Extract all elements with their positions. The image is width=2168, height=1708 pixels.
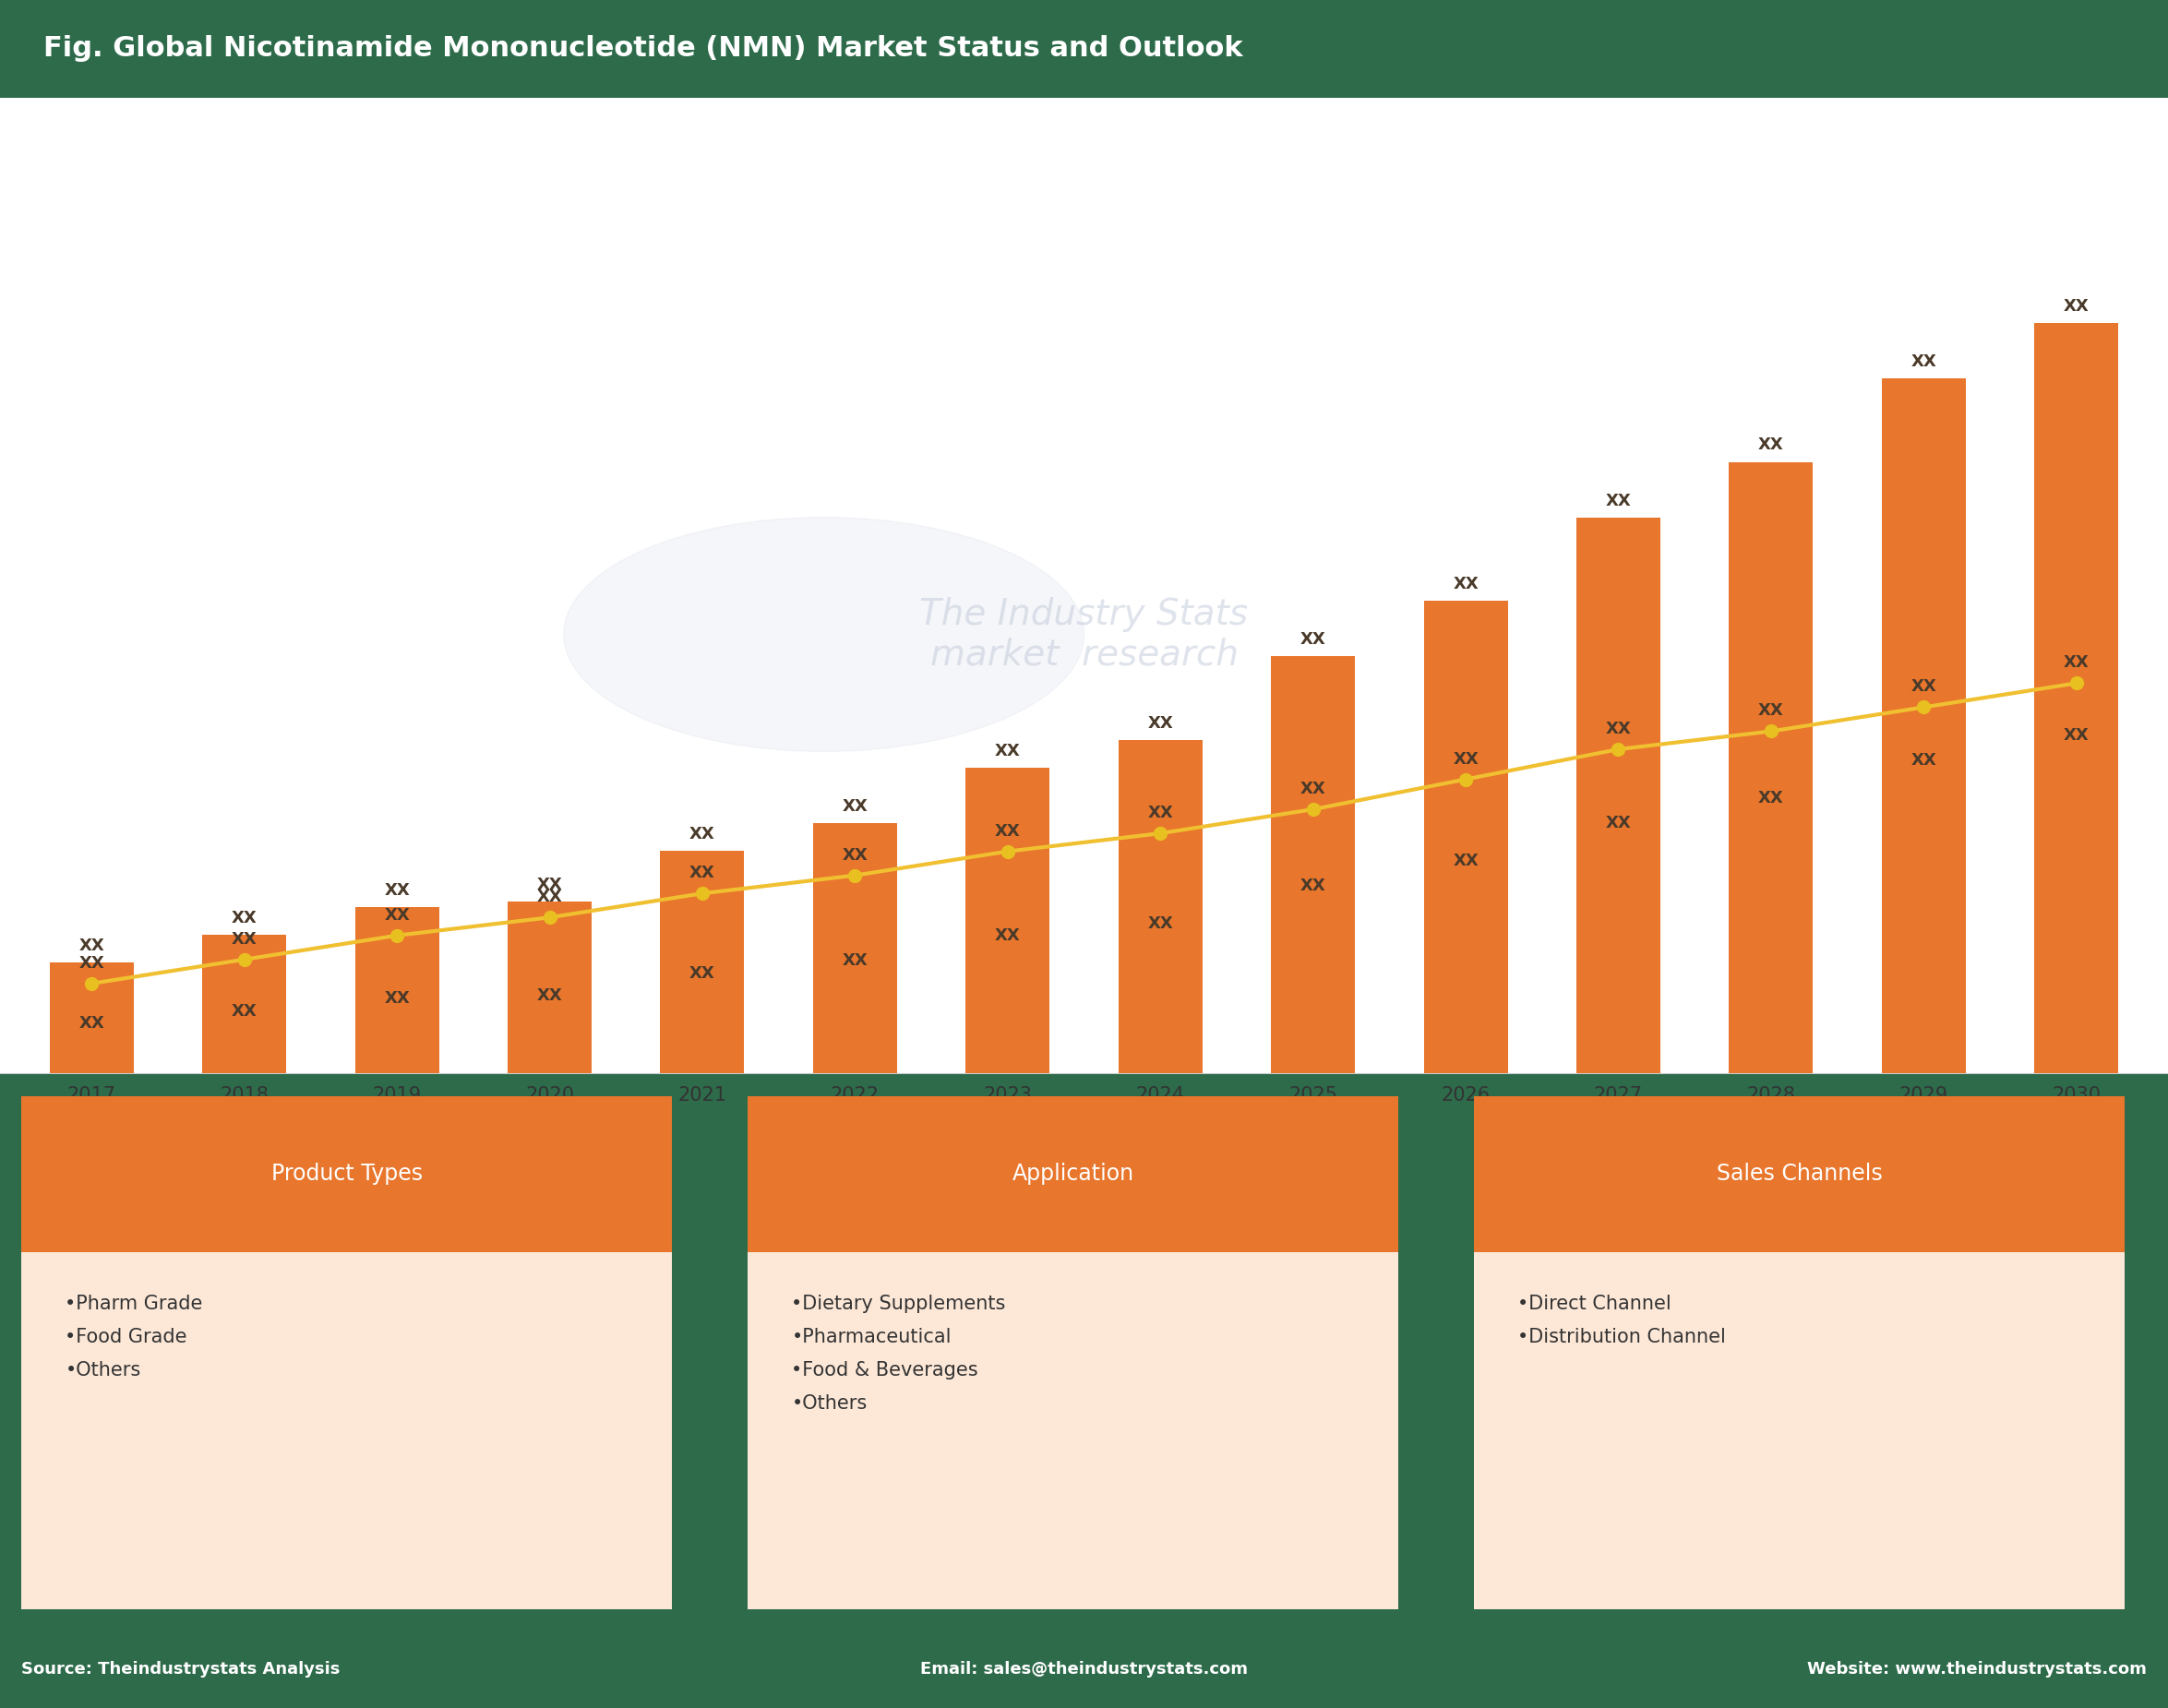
Bar [813,823,898,1074]
Text: Source: Theindustrystats Analysis: Source: Theindustrystats Analysis [22,1662,340,1677]
Text: XX: XX [538,888,562,905]
Text: XX: XX [232,1003,258,1020]
Text: XX: XX [689,965,715,982]
Text: XX: XX [1147,716,1173,731]
Text: XX: XX [78,1015,104,1032]
FancyBboxPatch shape [1474,1252,2125,1609]
Text: XX: XX [1606,721,1630,738]
Text: XX: XX [232,931,258,948]
FancyBboxPatch shape [1474,1097,2125,1252]
Bar [1576,518,1661,1074]
Text: XX: XX [841,847,867,863]
Text: XX: XX [995,927,1021,945]
Text: XX: XX [689,827,715,842]
Text: Website: www.theindustrystats.com: Website: www.theindustrystats.com [1806,1662,2146,1677]
Bar [1424,601,1507,1074]
Text: •Dietary Supplements
•Pharmaceutical
•Food & Beverages
•Others: •Dietary Supplements •Pharmaceutical •Fo… [791,1295,1006,1413]
Text: XX: XX [841,798,867,815]
Legend: Revenue (Million $), Y-oY Growth Rate (%): Revenue (Million $), Y-oY Growth Rate (%… [826,1158,1342,1192]
Text: XX: XX [2064,297,2090,314]
FancyBboxPatch shape [22,1252,672,1609]
Text: XX: XX [1910,753,1936,769]
Text: XX: XX [1453,752,1479,767]
Text: XX: XX [689,864,715,881]
Text: XX: XX [1758,702,1784,719]
Text: XX: XX [78,955,104,972]
Text: XX: XX [1301,878,1327,895]
Bar [1270,656,1355,1074]
Bar [661,851,744,1074]
Bar [965,767,1049,1074]
Text: XX: XX [1301,632,1327,647]
Text: Sales Channels: Sales Channels [1717,1163,1882,1185]
Text: Product Types: Product Types [271,1163,423,1185]
Text: XX: XX [1606,492,1630,509]
Text: XX: XX [1147,915,1173,933]
Text: •Pharm Grade
•Food Grade
•Others: •Pharm Grade •Food Grade •Others [65,1295,204,1380]
Text: The Industry Stats
market  research: The Industry Stats market research [919,596,1249,673]
Bar [202,934,286,1074]
Text: XX: XX [1758,791,1784,806]
Bar [1882,379,1966,1074]
Text: XX: XX [2064,654,2090,671]
Text: •Direct Channel
•Distribution Channel: •Direct Channel •Distribution Channel [1518,1295,1726,1346]
Text: XX: XX [232,910,258,926]
Bar [2034,323,2118,1074]
Text: XX: XX [995,823,1021,839]
Text: XX: XX [1301,781,1327,798]
Circle shape [564,518,1084,752]
Bar [1730,461,1812,1074]
Text: XX: XX [841,953,867,968]
Text: Fig. Global Nicotinamide Mononucleotide (NMN) Market Status and Outlook: Fig. Global Nicotinamide Mononucleotide … [43,36,1242,61]
Bar [356,907,438,1074]
Text: XX: XX [384,991,410,1006]
Text: XX: XX [995,743,1021,760]
Text: XX: XX [384,881,410,898]
Text: XX: XX [1147,804,1173,822]
Text: Application: Application [1012,1163,1134,1185]
Text: XX: XX [1453,852,1479,869]
Text: XX: XX [1453,576,1479,593]
Text: XX: XX [1758,437,1784,454]
FancyBboxPatch shape [748,1097,1398,1252]
Text: XX: XX [2064,728,2090,745]
FancyBboxPatch shape [748,1252,1398,1609]
Text: XX: XX [78,938,104,955]
Text: XX: XX [1606,815,1630,832]
Bar [1119,740,1203,1074]
Text: XX: XX [384,907,410,924]
FancyBboxPatch shape [22,1097,672,1252]
Text: XX: XX [1910,678,1936,695]
Bar [50,962,134,1074]
Bar [507,902,592,1074]
Text: XX: XX [538,876,562,893]
Text: XX: XX [538,987,562,1004]
Text: XX: XX [1910,354,1936,371]
Text: Email: sales@theindustrystats.com: Email: sales@theindustrystats.com [919,1662,1249,1677]
